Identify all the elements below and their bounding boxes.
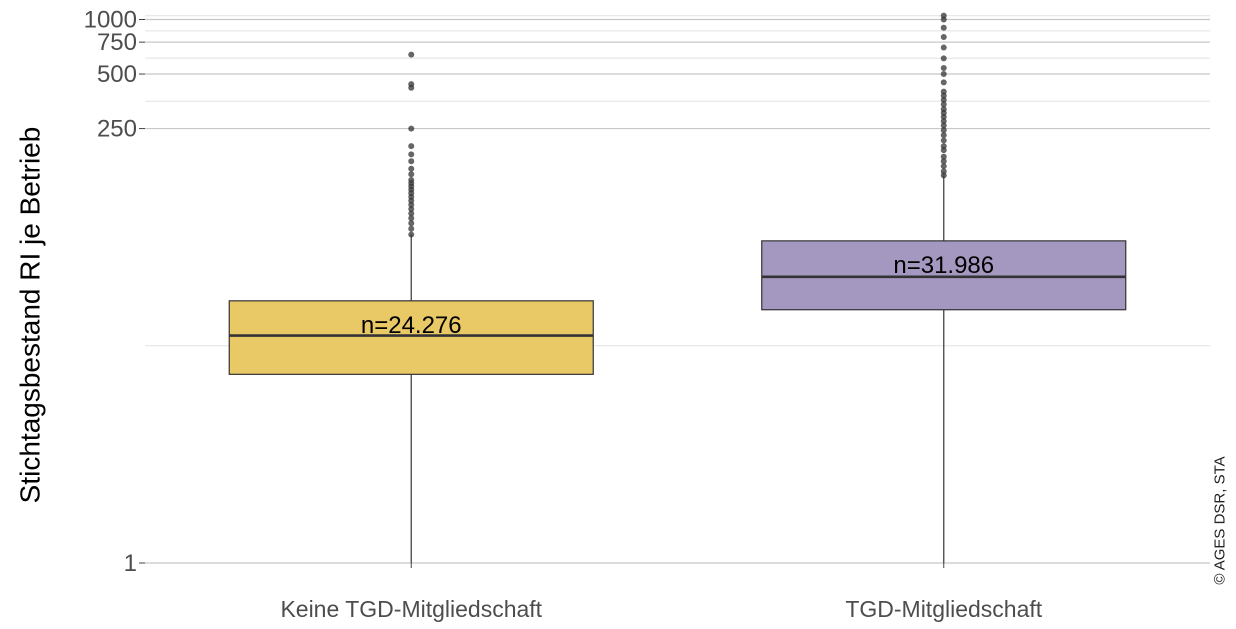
y-tick-label: 1000: [84, 6, 137, 33]
box-group: n=24.276: [228, 51, 594, 563]
outlier-point: [940, 137, 947, 144]
outlier-point: [940, 101, 947, 108]
iqr-box: [228, 300, 594, 375]
y-axis-title: Stichtagsbestand RI je Betrieb: [5, 0, 55, 629]
y-tick-label: 750: [97, 29, 137, 56]
outlier-point: [940, 132, 947, 139]
outlier-point: [408, 125, 415, 132]
outlier-point: [940, 168, 947, 175]
outlier-point: [408, 205, 415, 212]
copyright-credit-text: © AGES DSR, STA: [1211, 455, 1229, 585]
outlier-point: [408, 158, 415, 165]
outlier-point: [408, 151, 415, 158]
x-tick-labels: Keine TGD-Mitgliedschaft TGD-Mitgliedscha…: [280, 563, 1043, 622]
outlier-point: [408, 81, 415, 88]
outlier-point: [940, 64, 947, 71]
iqr-box: [761, 240, 1127, 311]
outlier-point: [940, 24, 947, 31]
outlier-point: [408, 177, 415, 184]
outlier-point: [408, 51, 415, 58]
outlier-point: [408, 220, 415, 227]
outlier-point: [408, 231, 415, 238]
box-group: n=31.986: [761, 12, 1127, 563]
outlier-point: [940, 106, 947, 113]
outlier-point: [940, 118, 947, 125]
y-tick-label: 1: [124, 550, 137, 577]
y-tick-label: 250: [97, 116, 137, 143]
box-n-label: n=31.986: [893, 252, 994, 279]
outlier-point: [940, 143, 947, 150]
outlier-point: [940, 34, 947, 41]
outlier-point: [408, 210, 415, 217]
box-n-label: n=24.276: [361, 312, 462, 339]
outlier-point: [940, 55, 947, 62]
y-tick-label: 500: [97, 61, 137, 88]
outlier-point: [940, 163, 947, 170]
outlier-point: [408, 165, 415, 172]
outlier-point: [408, 143, 415, 150]
outlier-point: [408, 215, 415, 222]
outlier-point: [408, 225, 415, 232]
outlier-point: [940, 12, 947, 19]
outlier-point: [408, 171, 415, 178]
copyright-credit: © AGES DSR, STA: [1208, 420, 1232, 620]
outlier-point: [940, 153, 947, 160]
outlier-point: [940, 127, 947, 134]
outlier-point: [940, 158, 947, 165]
outlier-point: [940, 88, 947, 95]
y-axis-title-text: Stichtagsbestand RI je Betrieb: [14, 126, 46, 503]
outlier-point: [940, 96, 947, 103]
outlier-point: [940, 122, 947, 129]
boxes: n=24.276 n=31.986: [228, 12, 1127, 563]
x-tick-label: Keine TGD-Mitgliedschaft: [280, 596, 542, 622]
x-tick-label: TGD-Mitgliedschaft: [845, 596, 1042, 622]
outlier-point: [940, 71, 947, 78]
outlier-point: [940, 44, 947, 51]
outlier-point: [940, 79, 947, 86]
